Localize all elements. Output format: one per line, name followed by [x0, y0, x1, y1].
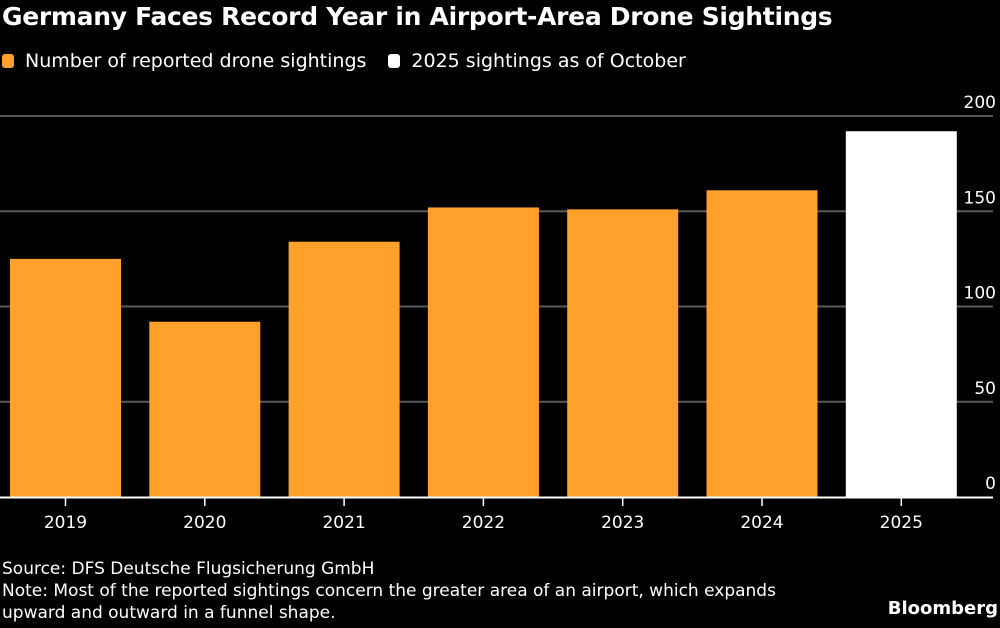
- y-tick-label: 50: [974, 379, 996, 399]
- legend-item-reported: Number of reported drone sightings: [2, 50, 366, 72]
- x-tick-label: 2020: [183, 513, 226, 533]
- chart-title: Germany Faces Record Year in Airport-Are…: [2, 2, 833, 31]
- legend: Number of reported drone sightings 2025 …: [2, 50, 708, 72]
- bar-2025: [845, 131, 957, 498]
- source-note: Source: DFS Deutsche Flugsicherung GmbH: [2, 559, 375, 579]
- y-tick-label: 100: [964, 284, 996, 304]
- x-tick-label: 2021: [322, 513, 365, 533]
- y-tick-label: 0: [985, 474, 996, 494]
- x-tick-label: 2025: [880, 513, 923, 533]
- legend-swatch-white: [388, 54, 401, 68]
- bar-2020: [149, 321, 261, 497]
- legend-label: Number of reported drone sightings: [25, 50, 367, 72]
- bar-2019: [10, 258, 121, 497]
- legend-swatch-orange: [2, 54, 14, 68]
- legend-label: 2025 sightings as of October: [411, 50, 686, 72]
- x-tick-label: 2024: [740, 513, 783, 533]
- bar-2021: [288, 241, 400, 497]
- bar-2022: [427, 207, 539, 497]
- bar-2024: [706, 190, 818, 498]
- x-tick-label: 2023: [601, 513, 644, 533]
- x-tick-label: 2019: [44, 513, 87, 533]
- bar-2023: [567, 209, 679, 497]
- bloomberg-logo: Bloomberg: [887, 598, 998, 619]
- y-tick-label: 200: [964, 93, 996, 113]
- note-line-2: upward and outward in a funnel shape.: [2, 603, 336, 623]
- note-line-1: Note: Most of the reported sightings con…: [2, 581, 776, 601]
- legend-item-2025: 2025 sightings as of October: [388, 50, 686, 72]
- x-tick-label: 2022: [462, 513, 505, 533]
- y-tick-label: 150: [964, 188, 996, 208]
